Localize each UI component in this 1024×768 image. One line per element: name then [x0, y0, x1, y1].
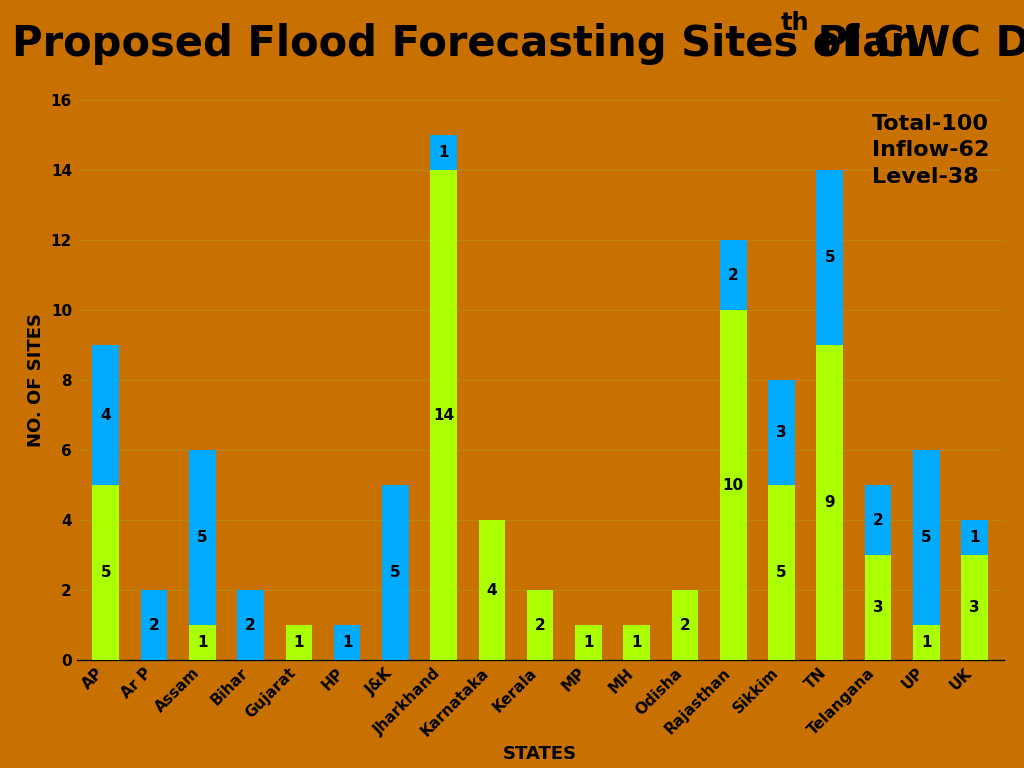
- Text: Total-100
Inflow-62
Level-38: Total-100 Inflow-62 Level-38: [872, 114, 989, 187]
- Bar: [816, 170, 843, 345]
- Bar: [334, 625, 360, 660]
- Bar: [189, 450, 216, 625]
- Text: 2: 2: [535, 618, 546, 633]
- Bar: [430, 135, 457, 170]
- Bar: [624, 625, 650, 660]
- Text: 4: 4: [100, 408, 111, 422]
- Bar: [864, 485, 891, 555]
- Bar: [768, 380, 795, 485]
- Text: 4: 4: [486, 583, 498, 598]
- Text: 2: 2: [728, 267, 738, 283]
- Text: 14: 14: [433, 408, 455, 422]
- Bar: [430, 170, 457, 660]
- Text: 9: 9: [824, 495, 836, 510]
- Text: 3: 3: [872, 601, 884, 615]
- Text: 1: 1: [970, 531, 980, 545]
- Text: th: th: [780, 11, 809, 35]
- Text: 1: 1: [921, 635, 932, 650]
- Text: 1: 1: [438, 145, 449, 160]
- Bar: [382, 485, 409, 660]
- Text: Proposed Flood Forecasting Sites of CWC During 12: Proposed Flood Forecasting Sites of CWC …: [12, 22, 1024, 65]
- Text: 5: 5: [197, 531, 208, 545]
- Bar: [913, 450, 940, 625]
- Text: 2: 2: [872, 513, 884, 528]
- Text: Plan: Plan: [803, 22, 920, 65]
- Bar: [92, 485, 119, 660]
- Text: 1: 1: [342, 635, 352, 650]
- Text: 5: 5: [824, 250, 836, 265]
- Bar: [962, 521, 988, 555]
- Text: 2: 2: [245, 618, 256, 633]
- Text: 5: 5: [100, 565, 111, 581]
- Bar: [768, 485, 795, 660]
- Text: 5: 5: [921, 531, 932, 545]
- X-axis label: STATES: STATES: [503, 744, 578, 763]
- Bar: [962, 555, 988, 660]
- Text: 2: 2: [680, 618, 690, 633]
- Bar: [816, 345, 843, 660]
- Bar: [189, 625, 216, 660]
- Bar: [672, 591, 698, 660]
- Bar: [238, 591, 264, 660]
- Text: 1: 1: [294, 635, 304, 650]
- Bar: [575, 625, 602, 660]
- Bar: [140, 591, 167, 660]
- Y-axis label: NO. OF SITES: NO. OF SITES: [27, 313, 45, 447]
- Text: 3: 3: [776, 425, 786, 440]
- Bar: [913, 625, 940, 660]
- Bar: [286, 625, 312, 660]
- Bar: [720, 240, 746, 310]
- Text: 5: 5: [390, 565, 400, 581]
- Text: 1: 1: [632, 635, 642, 650]
- Bar: [720, 310, 746, 660]
- Text: 10: 10: [723, 478, 743, 493]
- Bar: [478, 521, 505, 660]
- Text: 5: 5: [776, 565, 786, 581]
- Bar: [527, 591, 553, 660]
- Bar: [92, 345, 119, 485]
- Text: 1: 1: [584, 635, 594, 650]
- Bar: [864, 555, 891, 660]
- Text: 1: 1: [197, 635, 208, 650]
- Text: 2: 2: [148, 618, 160, 633]
- Text: 3: 3: [970, 601, 980, 615]
